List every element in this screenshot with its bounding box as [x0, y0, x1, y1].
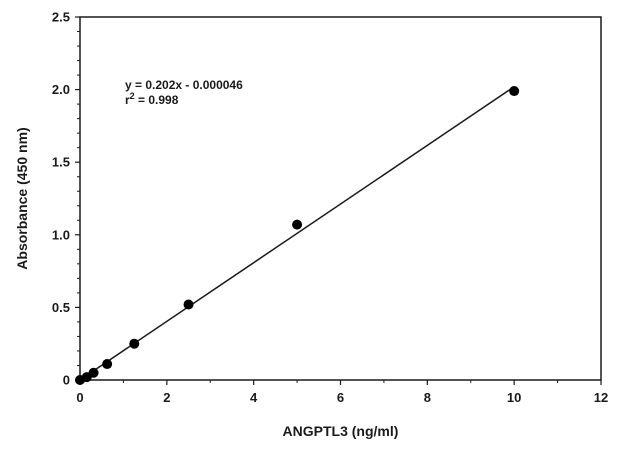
y-tick-label: 0.5 [52, 300, 70, 315]
plot-frame [79, 16, 602, 381]
data-point [509, 86, 520, 97]
data-point [102, 359, 113, 370]
x-tick-label: 4 [250, 390, 258, 405]
data-points [75, 86, 520, 385]
y-axis: 0 0.5 1.0 1.5 2.0 2.5 [52, 10, 80, 388]
data-point [129, 338, 140, 349]
x-tick-label: 8 [424, 390, 431, 405]
fit-line-group [79, 86, 515, 381]
r-squared-value: = 0.998 [135, 93, 179, 107]
y-axis-title: Absorbance (450 nm) [14, 127, 30, 269]
x-tick-label: 10 [507, 390, 521, 405]
y-tick-label: 1.5 [52, 155, 70, 170]
x-tick-label: 6 [337, 390, 344, 405]
fit-line [79, 86, 515, 381]
y-tick-label: 2.0 [52, 82, 70, 97]
y-tick-label: 2.5 [52, 10, 70, 25]
r-superscript: 2 [130, 91, 135, 101]
data-point [88, 367, 99, 378]
x-axis-title: ANGPTL3 (ng/ml) [283, 423, 399, 439]
r-symbol: r [125, 93, 130, 107]
data-point [183, 299, 194, 310]
y-tick-label: 0 [63, 373, 70, 388]
x-tick-label: 0 [76, 390, 83, 405]
x-tick-label: 12 [594, 390, 608, 405]
equation-label: y = 0.202x - 0.000046 [125, 78, 243, 92]
r-squared-label: r2 = 0.998 [125, 91, 179, 107]
x-tick-label: 2 [163, 390, 170, 405]
data-point [292, 219, 303, 230]
y-tick-label: 1.0 [52, 227, 70, 242]
x-axis: 0 2 4 6 8 10 12 [76, 380, 608, 405]
